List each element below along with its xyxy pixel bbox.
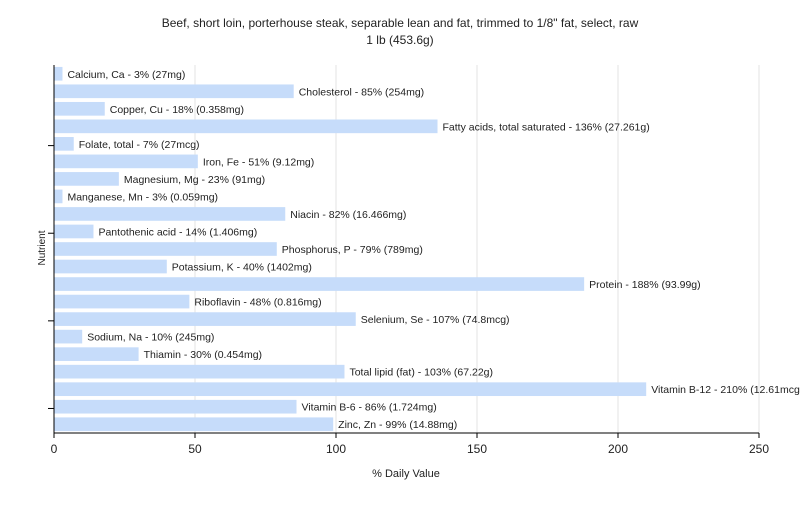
- y-axis-label: Nutrient: [37, 230, 48, 265]
- bar-label: Folate, total - 7% (27mcg): [79, 139, 200, 151]
- bar-label: Fatty acids, total saturated - 136% (27.…: [443, 121, 650, 133]
- bar: [54, 224, 94, 239]
- chart-subtitle: 1 lb (453.6g): [366, 33, 433, 47]
- x-tick-label: 200: [608, 442, 628, 456]
- bar-label: Total lipid (fat) - 103% (67.22g): [349, 367, 493, 379]
- bars-layer: Calcium, Ca - 3% (27mg) Cholesterol - 85%…: [54, 66, 800, 432]
- bar-label: Manganese, Mn - 3% (0.059mg): [67, 191, 218, 203]
- bar: [54, 137, 74, 151]
- bar-label: Pantothenic acid - 14% (1.406mg): [98, 226, 257, 238]
- bar: [54, 399, 297, 414]
- bar: [54, 294, 190, 309]
- bar: [54, 417, 334, 432]
- bar: [54, 207, 286, 221]
- bar: [54, 364, 345, 379]
- bar-label: Phosphorus, P - 79% (789mg): [282, 244, 423, 256]
- bar: [54, 172, 119, 186]
- bar: [54, 277, 585, 291]
- bar-label: Selenium, Se - 107% (74.8mcg): [361, 314, 510, 326]
- bar: [54, 189, 63, 204]
- bar-label: Niacin - 82% (16.466mg): [290, 209, 406, 221]
- x-tick-label: 50: [188, 442, 202, 456]
- bar: [54, 312, 356, 326]
- bar: [54, 347, 139, 361]
- bar-label: Potassium, K - 40% (1402mg): [172, 262, 312, 274]
- bar: [54, 259, 167, 274]
- bar: [54, 154, 198, 169]
- bar-label: Riboflavin - 48% (0.816mg): [194, 297, 321, 309]
- x-tick-label: 100: [326, 442, 346, 456]
- bar: [54, 101, 105, 116]
- x-tick-label: 150: [467, 442, 487, 456]
- bar: [54, 242, 277, 256]
- x-axis-label: % Daily Value: [372, 468, 440, 480]
- bar: [54, 382, 647, 397]
- bar-label: Calcium, Ca - 3% (27mg): [67, 69, 185, 81]
- bar-label: Thiamin - 30% (0.454mg): [144, 349, 262, 361]
- bar-label: Sodium, Na - 10% (245mg): [87, 332, 214, 344]
- bar-label: Protein - 188% (93.99g): [589, 279, 700, 291]
- bar-label: Vitamin B-6 - 86% (1.724mg): [302, 402, 437, 414]
- bar: [54, 84, 294, 99]
- bar-label: Iron, Fe - 51% (9.12mg): [203, 156, 314, 168]
- x-tick-label: 250: [749, 442, 769, 456]
- bar-label: Vitamin B-12 - 210% (12.61mcg): [651, 384, 800, 396]
- axis-layer: 0 50 100 150 200 250: [48, 65, 769, 456]
- bar-label: Magnesium, Mg - 23% (91mg): [124, 174, 265, 186]
- chart-title: Beef, short loin, porterhouse steak, sep…: [162, 16, 639, 30]
- bar-label: Cholesterol - 85% (254mg): [299, 86, 424, 98]
- x-tick-label: 0: [51, 442, 58, 456]
- bar-label: Zinc, Zn - 99% (14.88mg): [338, 419, 457, 431]
- bar: [54, 66, 63, 81]
- bar: [54, 119, 438, 134]
- bar: [54, 329, 83, 344]
- bar-label: Copper, Cu - 18% (0.358mg): [110, 104, 244, 116]
